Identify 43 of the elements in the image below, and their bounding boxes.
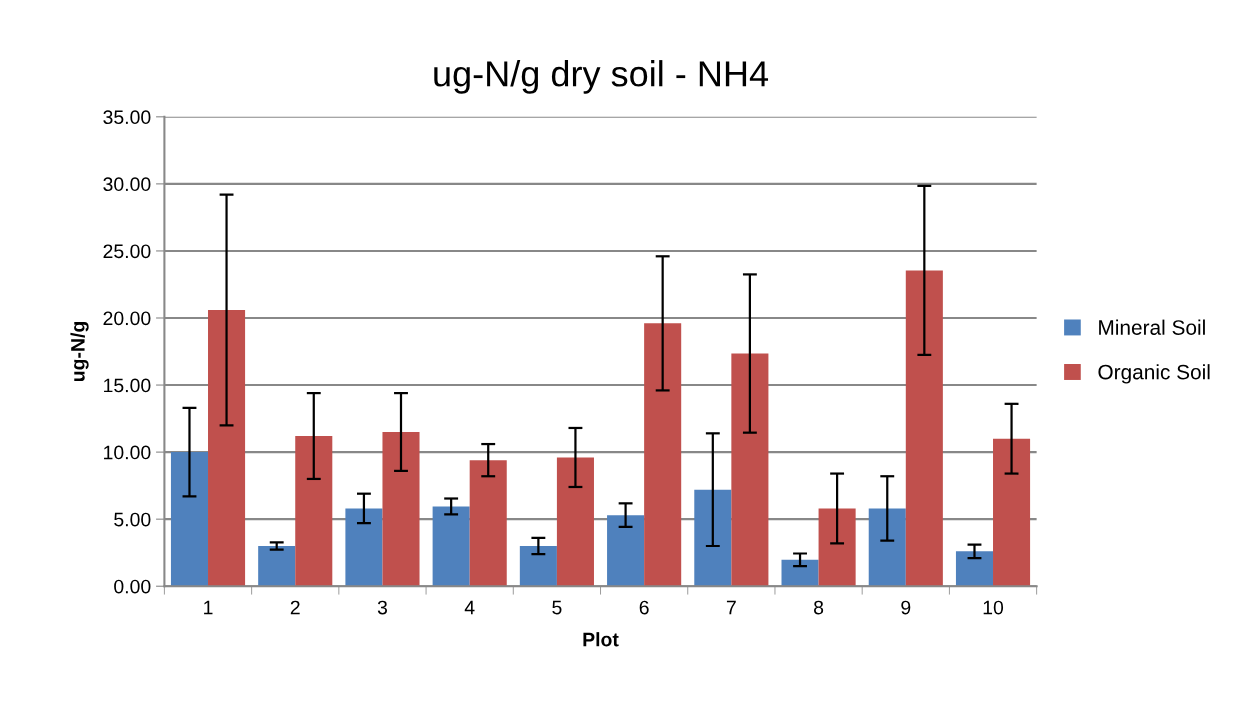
- bar: [868, 508, 906, 587]
- x-axis-title: Plot: [583, 632, 619, 647]
- x-tick-label: 4: [464, 600, 475, 615]
- x-tick-label: 3: [377, 600, 388, 615]
- bar: [432, 506, 470, 587]
- x-tick-label: 5: [552, 600, 562, 615]
- bar: [258, 545, 296, 587]
- bar: [208, 309, 246, 587]
- y-tick-label: 25.00: [103, 244, 151, 259]
- bar: [818, 508, 856, 587]
- bar: [905, 270, 943, 587]
- x-tick-label: 6: [639, 600, 649, 615]
- x-tick-label: 8: [814, 600, 824, 615]
- bar: [781, 559, 819, 587]
- bar: [556, 457, 594, 587]
- x-tick-label: 2: [290, 600, 300, 615]
- bar: [644, 323, 682, 587]
- bar: [694, 489, 732, 587]
- bar: [295, 436, 333, 587]
- y-tick-label: 10.00: [104, 445, 151, 460]
- bar: [607, 515, 645, 587]
- x-tick-label: 9: [901, 600, 911, 615]
- bar: [469, 460, 507, 587]
- y-tick-label: 15.00: [104, 378, 151, 393]
- bar: [731, 353, 769, 587]
- bar: [345, 508, 383, 587]
- x-tick-label: 1: [204, 600, 213, 615]
- bar: [955, 551, 994, 587]
- x-tick-label: 7: [726, 600, 736, 615]
- legend-label: Mineral Soil: [1099, 319, 1205, 335]
- x-tick-label: 10: [983, 600, 1004, 615]
- y-tick-label: 5.00: [114, 512, 151, 527]
- bar: [519, 545, 557, 587]
- y-tick-label: 20.00: [103, 311, 151, 326]
- y-tick-label: 0.00: [114, 579, 151, 594]
- bar: [993, 438, 1031, 587]
- y-axis-title: ug-N/g: [70, 322, 89, 382]
- y-tick-label: 35.00: [103, 110, 151, 125]
- y-tick-label: 30.00: [103, 177, 151, 192]
- bar: [382, 431, 420, 587]
- chart-title: ug-N/g dry soil - NH4: [434, 60, 769, 94]
- bar: [170, 452, 209, 587]
- legend-label: Organic Soil: [1098, 364, 1210, 384]
